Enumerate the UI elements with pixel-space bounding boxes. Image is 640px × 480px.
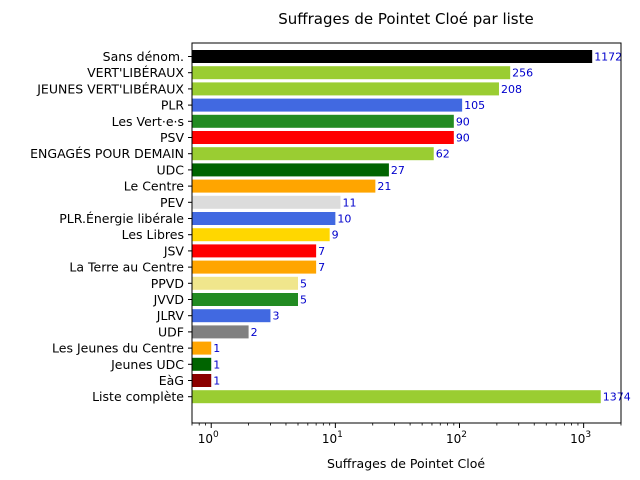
y-tick-label: UDF [158,324,184,339]
bar [192,82,499,96]
bar [192,341,212,355]
y-tick-label: VERT'LIBÉRAUX [87,65,184,80]
y-tick-label: EàG [159,373,184,388]
bar [192,98,463,112]
x-tick-base: 10 [198,432,213,446]
chart-title: Suffrages de Pointet Cloé par liste [278,10,533,28]
bar [192,66,511,80]
y-tick-label: PLR [161,98,185,113]
y-tick-label: JLRV [156,308,185,323]
bar [192,276,298,290]
x-tick-label: 101 [322,430,343,446]
bar [192,244,317,258]
x-tick-base: 10 [322,432,337,446]
value-label: 9 [332,229,339,242]
x-tick-label: 103 [570,430,591,446]
bar [192,374,212,387]
bars-layer [192,50,601,404]
y-tick-label: Les Vert·e·s [112,114,184,129]
value-label: 62 [436,148,450,161]
value-label: 1 [213,358,220,371]
value-label: 256 [512,67,533,80]
value-label: 90 [456,115,470,128]
bar [192,131,454,144]
bar [192,147,434,161]
x-axis-label: Suffrages de Pointet Cloé [327,456,485,471]
bar [192,114,454,128]
value-label: 21 [377,180,391,193]
y-tick-label: La Terre au Centre [69,260,184,275]
x-tick-exponent: 3 [585,430,591,440]
x-tick-exponent: 1 [337,430,343,440]
value-label: 2 [251,326,258,339]
value-label: 11 [343,196,357,209]
bar [192,228,330,242]
value-label: 5 [300,294,307,307]
bar [192,163,389,177]
value-label: 5 [300,277,307,290]
y-tick-label: Liste complète [92,389,184,404]
plot-frame [191,42,622,424]
x-tick-label: 100 [198,430,219,446]
value-label: 7 [318,245,325,258]
bar [192,357,212,371]
x-axis-ticks: 100 101 102 103 [191,423,622,446]
x-tick-base: 10 [446,432,461,446]
bar [192,260,317,274]
value-label: 1 [213,342,220,355]
value-label: 105 [464,99,485,112]
value-label: 1374 [603,391,631,404]
y-tick-label: JSV [163,243,185,258]
y-tick-label: Jeunes UDC [110,357,184,372]
bar [192,390,601,404]
y-tick-label: PPVD [151,276,184,291]
y-tick-label: UDC [156,162,184,177]
value-label: 7 [318,261,325,274]
y-tick-label: Le Centre [124,179,185,194]
value-label: 27 [391,164,405,177]
bar [192,179,376,193]
x-tick-exponent: 2 [461,430,467,440]
x-tick-base: 10 [570,432,585,446]
y-tick-label: Sans dénom. [103,49,184,64]
y-tick-label: Les Jeunes du Centre [52,341,184,356]
value-label: 10 [337,213,351,226]
x-tick-label: 102 [446,430,467,446]
y-tick-label: ENGAGÉS POUR DEMAIN [30,146,184,161]
y-tick-label: Les Libres [122,227,184,242]
value-label: 3 [272,310,279,323]
value-label: 1172 [594,51,622,64]
x-tick-exponent: 0 [213,430,219,440]
bar [192,212,336,225]
value-label: 90 [456,132,470,145]
bar [192,325,249,339]
y-tick-label: PLR.Énergie libérale [59,211,184,226]
bar [192,309,271,323]
y-tick-label: PEV [160,195,184,210]
value-label: 208 [501,83,522,96]
bar [192,195,341,209]
y-tick-label: PSV [160,130,184,145]
y-tick-label: JVVD [153,292,184,307]
value-labels: 1172256208105909062272111109775532111137… [213,51,631,404]
value-label: 1 [213,375,220,388]
bar [192,293,298,306]
y-tick-label: JEUNES VERT'LIBÉRAUX [36,81,184,96]
bar [192,50,593,63]
